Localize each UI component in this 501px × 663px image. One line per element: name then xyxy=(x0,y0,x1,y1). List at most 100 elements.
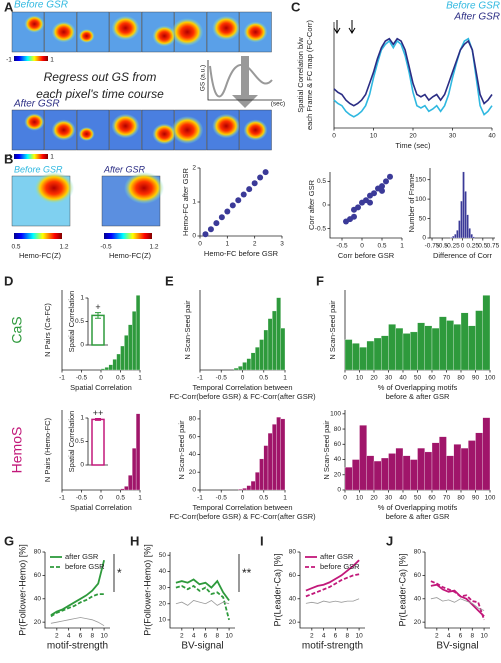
significance: ++ xyxy=(93,408,104,418)
hist-bar xyxy=(233,367,239,371)
legend-label: before GSR xyxy=(320,562,360,571)
colorbar xyxy=(104,233,152,239)
y-tick-label: 2 xyxy=(192,165,196,172)
hist-bar xyxy=(395,327,404,371)
event-arrow xyxy=(348,20,356,34)
x-tick-label: 2 xyxy=(435,633,439,640)
x-tick-label: 70 xyxy=(443,375,451,382)
cbar-title: Hemo-FC(Z) xyxy=(109,251,152,260)
scatter-point xyxy=(207,226,214,233)
x-tick-label: 70 xyxy=(443,495,451,502)
y-tick-label: 30 xyxy=(159,584,167,591)
y-tick-label: 50 xyxy=(419,215,427,222)
hist-bar xyxy=(453,444,462,491)
x-tick-label: 8 xyxy=(90,633,94,640)
y-tick-label: 40 xyxy=(334,456,342,463)
y-tick-label: 40 xyxy=(189,451,197,458)
hist-bar xyxy=(263,445,269,491)
line-series xyxy=(50,559,105,616)
hist-bar xyxy=(280,327,286,371)
hist-bar xyxy=(456,230,459,239)
a-text: each pixel's time course xyxy=(36,87,164,101)
y-axis-label: Pr(Follower-Hemo) [%] xyxy=(17,544,27,636)
line-series xyxy=(333,37,493,118)
x-tick-label: 50 xyxy=(414,495,422,502)
x-tick-label: 2 xyxy=(55,633,59,640)
x-axis-label: % of Overlapping motifs xyxy=(378,503,458,512)
y-axis-label: Hemo-FC after GSR xyxy=(181,167,190,236)
line-series xyxy=(175,600,230,606)
hist-bar xyxy=(359,425,367,491)
x-tick-label: 80 xyxy=(457,375,465,382)
y-axis-label: N Scan-Seed pair xyxy=(328,300,337,360)
hist-bar xyxy=(246,485,252,491)
map-blob xyxy=(34,172,74,204)
x-tick-label: 0.5 xyxy=(259,495,268,502)
hist-bar xyxy=(263,329,269,371)
x-tick-label: 60 xyxy=(428,375,436,382)
colorbar xyxy=(14,56,48,61)
y-tick-label: 0.5 xyxy=(75,318,84,325)
map-blob xyxy=(111,15,140,41)
hist-bar xyxy=(359,346,367,371)
hist-bar xyxy=(255,346,260,371)
x-axis-label: FC-Corr(before GSR) & FC-Corr(after GSR) xyxy=(169,392,316,401)
x-tick-label: 30 xyxy=(449,133,457,140)
cbar-label: -1 xyxy=(6,154,12,161)
panel-label: C xyxy=(291,0,301,14)
hist-bar xyxy=(344,339,353,371)
x-axis-label: motif-strength xyxy=(47,641,108,652)
hist-bar xyxy=(267,318,273,371)
legend-label: after GSR xyxy=(320,552,354,561)
y-tick-label: 20 xyxy=(334,471,342,478)
x-tick-label: 20 xyxy=(409,133,417,140)
scatter-point xyxy=(351,213,357,220)
y-tick-label: 10 xyxy=(159,617,167,624)
x-axis-label: before & after GSR xyxy=(386,512,450,521)
hist-bar xyxy=(267,432,273,491)
x-tick-label: 6 xyxy=(204,633,208,640)
cbar-label: 1 xyxy=(50,154,54,161)
significance: ** xyxy=(242,566,252,580)
hist-bar xyxy=(482,295,491,371)
x-tick-label: 90 xyxy=(472,495,480,502)
panel-label: F xyxy=(316,273,324,288)
axis-line xyxy=(169,552,235,629)
a-before: Before GSR xyxy=(14,0,68,11)
x-tick-label: 10 xyxy=(480,633,488,640)
hist-bar xyxy=(460,200,463,239)
x-tick-label: 0 xyxy=(343,375,347,382)
line-series xyxy=(305,573,360,598)
x-tick-label: -1 xyxy=(59,495,65,502)
x-tick-label: 0 xyxy=(332,133,336,140)
hist-bar xyxy=(439,436,447,491)
hist-bar xyxy=(238,488,243,491)
hist-bar xyxy=(388,453,396,491)
hist-bar xyxy=(124,335,129,371)
map-blob xyxy=(212,113,241,139)
x-axis-label: Difference of Corr xyxy=(433,251,493,260)
x-tick-label: 1 xyxy=(138,375,142,382)
y-tick-label: 0.5 xyxy=(75,438,84,445)
x-axis-label: Spatial Correlation xyxy=(70,383,132,392)
x-tick-label: -1 xyxy=(59,375,65,382)
x-tick-label: 0.5 xyxy=(478,243,487,250)
row-label: HemoS xyxy=(9,427,25,474)
hist-bar xyxy=(242,488,247,491)
x-tick-label: 40 xyxy=(399,495,407,502)
map-blob xyxy=(243,21,268,43)
hist-bar xyxy=(250,352,256,371)
x-tick-label: 80 xyxy=(457,495,465,502)
x-tick-label: 2 xyxy=(310,633,314,640)
hist-bar xyxy=(132,311,137,371)
event-arrow xyxy=(333,20,341,34)
panel-label: E xyxy=(165,273,174,288)
y-tick-label: 20 xyxy=(159,600,167,607)
hist-bar xyxy=(424,451,433,491)
y-axis-label: Spatial Correlation b/w xyxy=(296,37,305,113)
y-tick-label: 20 xyxy=(189,469,197,476)
line-series xyxy=(50,617,105,627)
y-tick-label: 60 xyxy=(34,572,42,579)
legend-label: before GSR xyxy=(65,562,105,571)
hist-bar xyxy=(112,359,117,371)
